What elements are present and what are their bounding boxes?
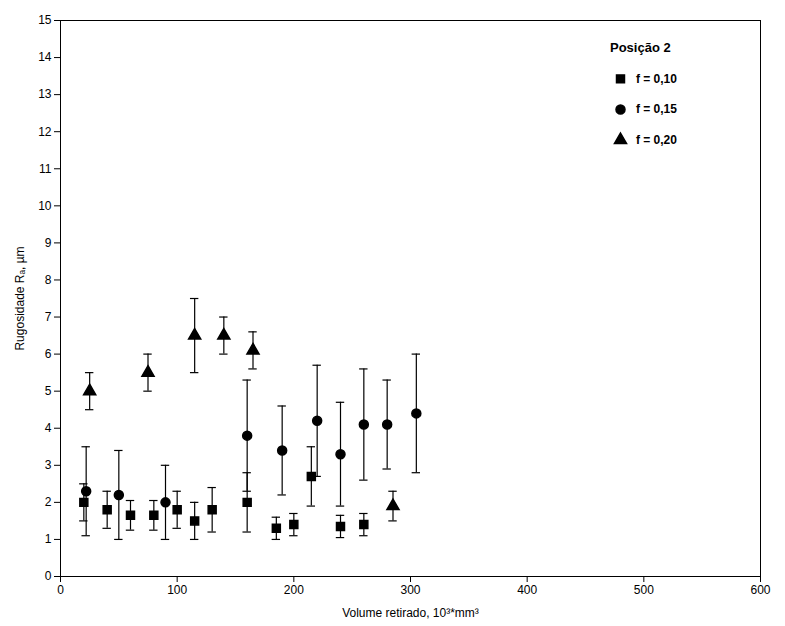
svg-text:f = 0,15: f = 0,15 [636,102,677,116]
svg-text:500: 500 [634,583,654,597]
svg-text:8: 8 [45,273,52,287]
svg-text:10: 10 [38,199,52,213]
svg-text:100: 100 [167,583,187,597]
svg-text:400: 400 [517,583,537,597]
svg-text:13: 13 [38,87,52,101]
svg-text:15: 15 [38,13,52,27]
svg-text:12: 12 [38,125,52,139]
svg-text:0: 0 [45,569,52,583]
svg-text:5: 5 [45,384,52,398]
svg-text:200: 200 [284,583,304,597]
svg-text:f = 0,20: f = 0,20 [636,133,677,147]
svg-text:6: 6 [45,347,52,361]
svg-text:4: 4 [45,421,52,435]
svg-text:0: 0 [57,583,64,597]
svg-text:Rugosidade Rₐ, µm: Rugosidade Rₐ, µm [13,246,27,350]
svg-text:f = 0,10: f = 0,10 [636,72,677,86]
svg-text:14: 14 [38,50,52,64]
svg-text:2: 2 [45,495,52,509]
svg-text:11: 11 [39,162,52,176]
svg-text:9: 9 [45,236,52,250]
svg-text:Posição 2: Posição 2 [610,40,671,55]
svg-text:300: 300 [400,583,420,597]
svg-text:3: 3 [45,458,52,472]
svg-text:Volume retirado, 10³*mm³: Volume retirado, 10³*mm³ [342,606,479,620]
svg-text:1: 1 [45,532,52,546]
svg-text:7: 7 [45,310,52,324]
svg-text:600: 600 [750,583,770,597]
